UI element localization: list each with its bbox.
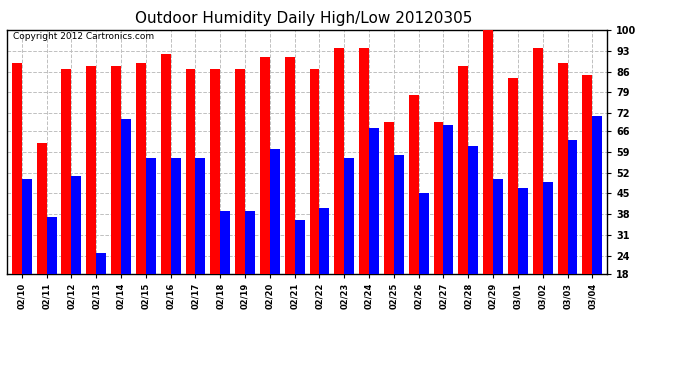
Bar: [419, 194, 428, 327]
Bar: [71, 176, 81, 327]
Bar: [533, 48, 543, 327]
Bar: [12, 63, 22, 327]
Bar: [384, 122, 394, 327]
Bar: [210, 69, 220, 327]
Bar: [567, 140, 578, 327]
Text: Copyright 2012 Cartronics.com: Copyright 2012 Cartronics.com: [13, 33, 154, 42]
Bar: [37, 143, 47, 327]
Bar: [121, 119, 131, 327]
Bar: [161, 54, 170, 327]
Bar: [220, 211, 230, 327]
Bar: [22, 178, 32, 327]
Bar: [408, 95, 419, 327]
Bar: [558, 63, 567, 327]
Bar: [458, 66, 469, 327]
Bar: [483, 30, 493, 327]
Bar: [394, 155, 404, 327]
Bar: [96, 253, 106, 327]
Bar: [47, 217, 57, 327]
Bar: [444, 125, 453, 327]
Bar: [508, 78, 518, 327]
Bar: [543, 182, 553, 327]
Bar: [235, 69, 245, 327]
Bar: [335, 48, 344, 327]
Bar: [344, 158, 354, 327]
Bar: [433, 122, 444, 327]
Bar: [146, 158, 156, 327]
Bar: [186, 69, 195, 327]
Bar: [111, 66, 121, 327]
Bar: [582, 75, 592, 327]
Bar: [86, 66, 96, 327]
Bar: [518, 188, 528, 327]
Bar: [170, 158, 181, 327]
Text: Outdoor Humidity Daily High/Low 20120305: Outdoor Humidity Daily High/Low 20120305: [135, 11, 472, 26]
Bar: [592, 116, 602, 327]
Bar: [310, 69, 319, 327]
Bar: [369, 128, 379, 327]
Bar: [270, 149, 279, 327]
Bar: [61, 69, 71, 327]
Bar: [295, 220, 304, 327]
Bar: [195, 158, 206, 327]
Bar: [245, 211, 255, 327]
Bar: [469, 146, 478, 327]
Bar: [285, 57, 295, 327]
Bar: [319, 209, 329, 327]
Bar: [136, 63, 146, 327]
Bar: [493, 178, 503, 327]
Bar: [359, 48, 369, 327]
Bar: [260, 57, 270, 327]
